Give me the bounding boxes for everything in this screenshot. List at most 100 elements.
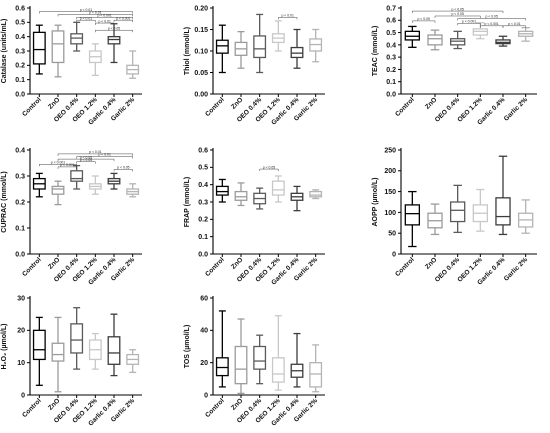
- box-zno: [51, 180, 65, 206]
- bracket-line: [76, 17, 133, 20]
- box-oeo-1-2: [271, 315, 285, 391]
- significance-bracket: p < 0.01: [57, 150, 133, 156]
- x-tick-label-zno: ZnO: [47, 256, 61, 270]
- box-iqr: [215, 357, 229, 377]
- y-tick-label: 200: [384, 168, 396, 175]
- box-oeo-0-4: [449, 184, 466, 234]
- p-value-label: p < 0.01: [281, 14, 293, 18]
- box-oeo-1-2: [88, 332, 102, 370]
- y-tick-label: 150: [384, 189, 396, 196]
- box-garlic-0-4: [495, 155, 511, 236]
- y-tick-label: 0.2: [386, 67, 396, 74]
- y-tick-label: 0.2: [15, 63, 25, 70]
- y-axis-label: CUPRAC (mmol/L): [1, 171, 8, 232]
- y-tick-label: 30: [17, 295, 25, 302]
- y-tick-label: 10: [17, 360, 25, 367]
- bracket-line: [57, 158, 115, 162]
- p-value-label: p < 0.01: [80, 8, 92, 12]
- box-oeo-0-4: [70, 307, 84, 370]
- y-tick-label: 0.6: [386, 18, 396, 25]
- significance-bracket: p < 0.01: [278, 14, 298, 20]
- box-oeo-0-4: [449, 30, 466, 50]
- p-value-label: p < 0.001: [485, 22, 499, 26]
- x-tick-label-control: Control: [204, 256, 226, 278]
- y-tick-label: 0.0: [386, 91, 396, 98]
- bracket-line: [278, 17, 298, 20]
- p-value-label: p < 0.05: [451, 12, 463, 16]
- x-tick-label-zno: ZnO: [230, 96, 244, 110]
- bracket-line: [39, 11, 133, 14]
- x-tick-label-garlic-2: Garlic 2%: [503, 256, 529, 282]
- box-garlic-2: [517, 199, 534, 234]
- box-iqr: [215, 185, 229, 196]
- significance-bracket: p < 0.01: [39, 8, 133, 14]
- y-tick-label: 0.20: [194, 5, 208, 12]
- box-garlic-2: [309, 189, 323, 200]
- box-garlic-0-4: [107, 313, 121, 377]
- p-value-label: p < 0.05: [80, 155, 92, 159]
- p-value-label: p < 0.05: [108, 26, 120, 30]
- bracket-line: [76, 156, 133, 159]
- bracket-line: [457, 23, 481, 26]
- box-iqr: [234, 345, 248, 385]
- bracket-line: [95, 29, 133, 33]
- box-oeo-1-2: [271, 20, 285, 52]
- y-tick-label: 0.05: [194, 70, 208, 77]
- y-axis-label: H₂O₂ (µmol/L): [1, 323, 8, 369]
- box-oeo-0-4: [253, 13, 267, 74]
- box-iqr: [234, 190, 248, 201]
- p-value-label: p < 0.001: [116, 16, 130, 20]
- chart-panel-3: 0.0 0.1 0.2 0.3 0.4 0.5 0.6 0.7 TEAC (mmol/L) Con…: [372, 5, 537, 127]
- x-tick-label-zno: ZnO: [47, 397, 61, 411]
- y-tick-label: 60: [200, 295, 208, 302]
- y-tick-label: 0: [204, 392, 208, 399]
- bracket-line: [457, 18, 526, 21]
- significance-bracket: p < 0.01: [57, 11, 133, 17]
- box-iqr: [32, 31, 46, 65]
- y-axis-label: AOPP (µmol/L): [372, 177, 379, 226]
- box-iqr: [51, 342, 65, 362]
- p-value-label: p < 0.001: [462, 20, 476, 24]
- y-tick-label: 0.00: [194, 91, 208, 98]
- box-iqr: [495, 197, 511, 226]
- p-value-label: p < 0.001: [60, 163, 74, 167]
- y-tick-label: 0.1: [15, 225, 25, 232]
- y-tick-label: 0.0: [15, 91, 25, 98]
- y-tick-label: 0.2: [198, 217, 208, 224]
- y-tick-label: 0.0: [198, 251, 208, 258]
- box-iqr: [271, 357, 285, 383]
- box-garlic-0-4: [495, 35, 511, 47]
- box-oeo-0-4: [70, 21, 84, 52]
- significance-bracket: p < 0.05: [259, 165, 279, 172]
- box-iqr: [70, 33, 84, 45]
- significance-bracket: p < 0.001: [113, 16, 133, 23]
- box-garlic-2: [309, 344, 323, 393]
- y-tick-label: 0.0: [15, 251, 25, 258]
- box-iqr: [107, 336, 121, 365]
- bracket-line: [412, 20, 436, 23]
- box-zno: [51, 24, 65, 78]
- box-garlic-0-4: [107, 172, 121, 190]
- x-tick-label-zno: ZnO: [47, 96, 61, 110]
- bracket-line: [39, 164, 77, 167]
- y-tick-label: 0.4: [15, 34, 25, 41]
- y-tick-label: 0.5: [15, 20, 25, 27]
- y-tick-label: 0.10: [194, 48, 208, 55]
- y-tick-label: 0.4: [386, 42, 396, 49]
- box-iqr: [271, 180, 285, 196]
- box-iqr: [70, 323, 84, 354]
- box-iqr: [309, 190, 323, 198]
- x-tick-label-zno: ZnO: [424, 96, 438, 110]
- box-control: [404, 25, 421, 48]
- box-iqr: [107, 36, 121, 45]
- box-iqr: [32, 329, 46, 361]
- significance-bracket: p < 0.05: [76, 158, 96, 164]
- y-axis-label: Catalase (units/mL): [1, 19, 8, 84]
- bracket-line: [434, 15, 481, 18]
- y-tick-label: 0: [392, 251, 396, 258]
- box-zno: [234, 182, 248, 207]
